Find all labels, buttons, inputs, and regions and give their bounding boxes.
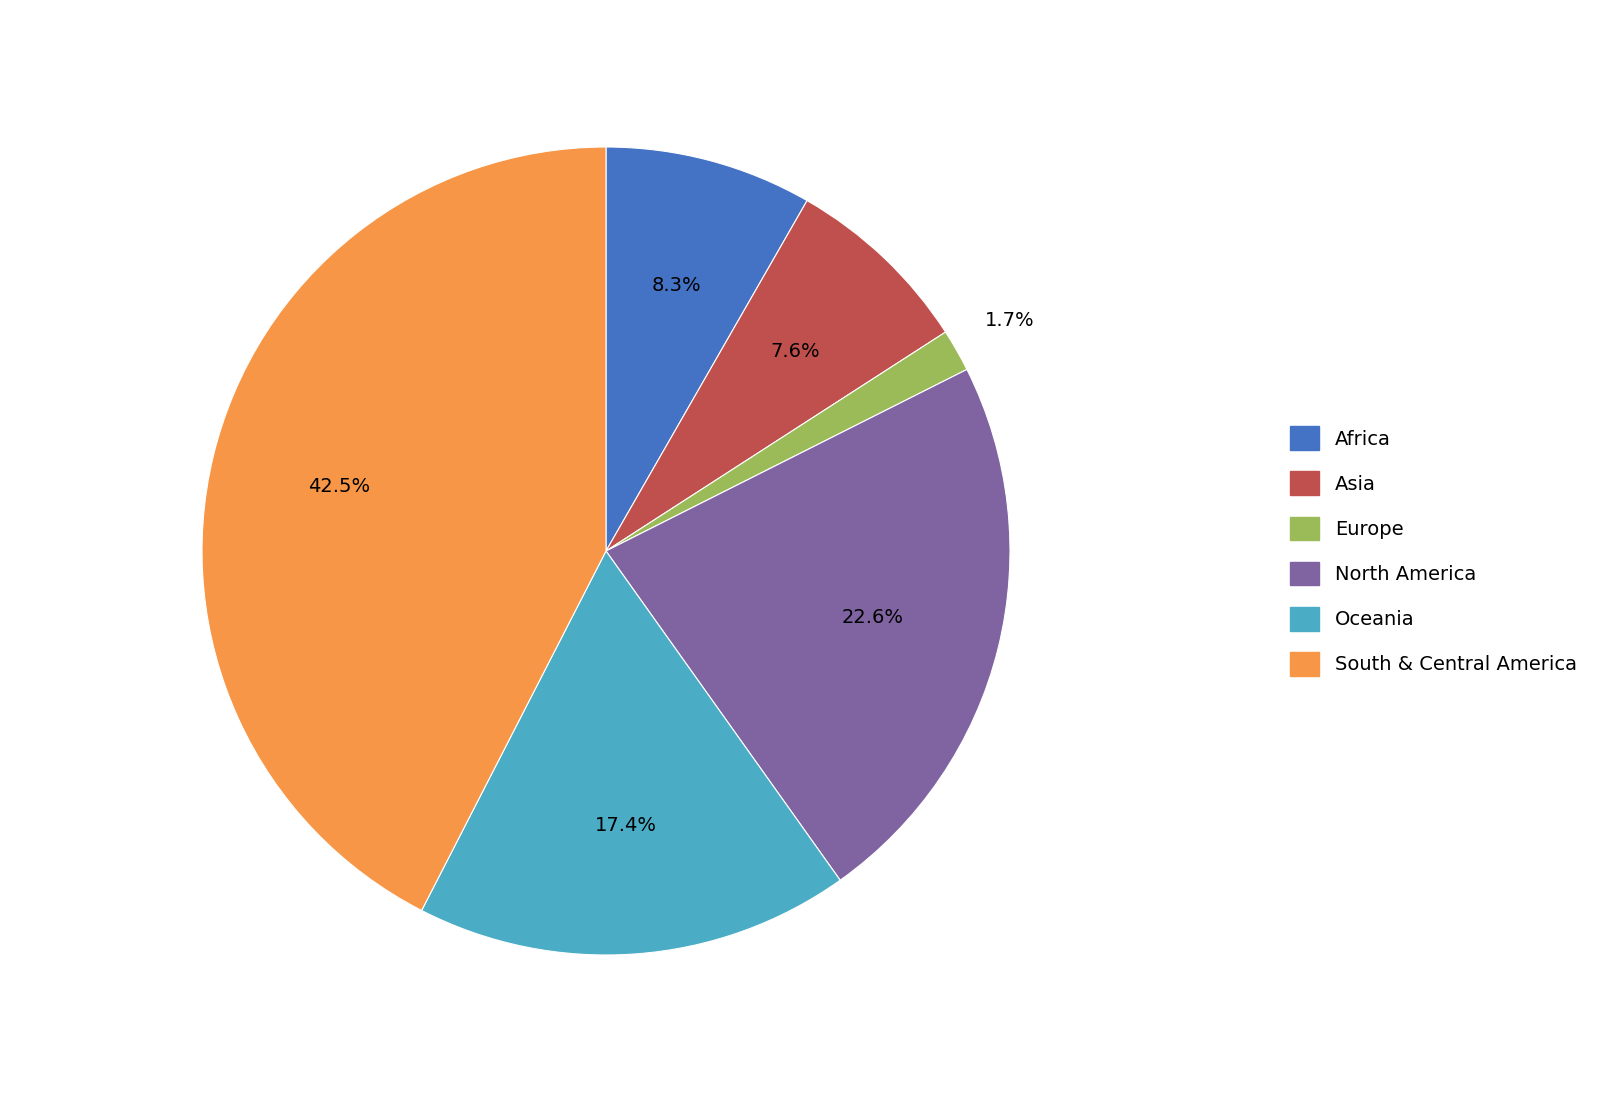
Text: 42.5%: 42.5% <box>309 477 370 496</box>
Text: 17.4%: 17.4% <box>595 815 656 834</box>
Text: 7.6%: 7.6% <box>771 343 819 361</box>
Text: 1.7%: 1.7% <box>984 311 1034 329</box>
Text: 22.6%: 22.6% <box>842 607 903 627</box>
Wedge shape <box>202 147 606 910</box>
Legend: Africa, Asia, Europe, North America, Oceania, South & Central America: Africa, Asia, Europe, North America, Oce… <box>1283 419 1585 683</box>
Wedge shape <box>422 551 840 955</box>
Wedge shape <box>606 201 945 551</box>
Wedge shape <box>606 369 1010 880</box>
Wedge shape <box>606 332 966 551</box>
Text: 8.3%: 8.3% <box>651 276 701 295</box>
Wedge shape <box>606 147 806 551</box>
